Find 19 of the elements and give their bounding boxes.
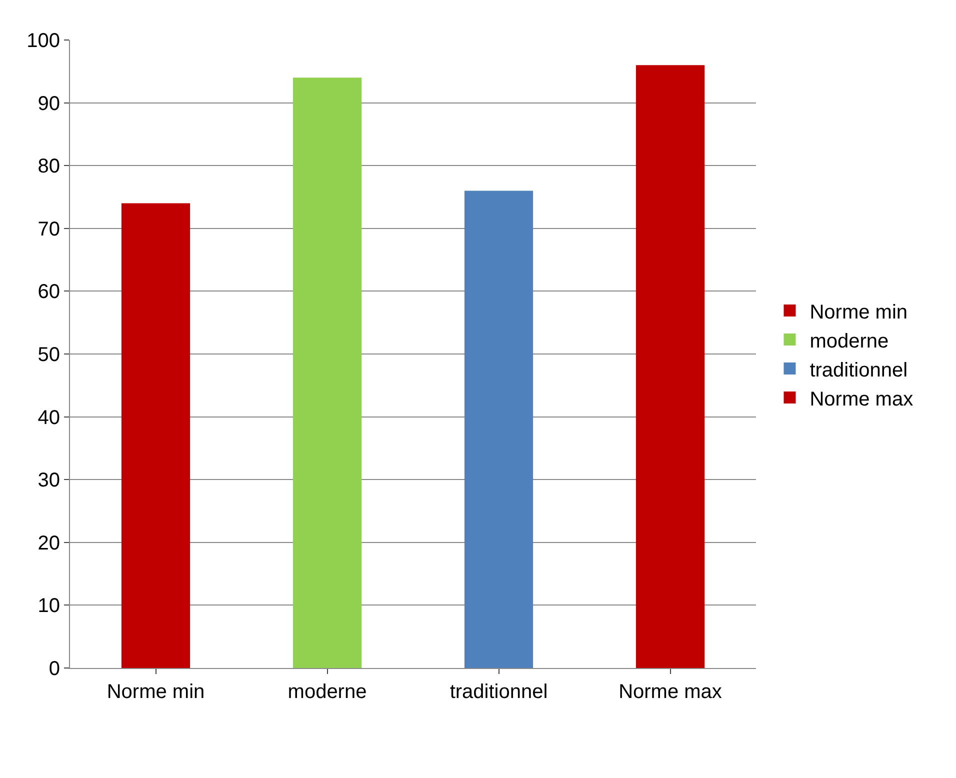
y-tick-label: 50 [38,344,60,366]
legend-label: Norme min [810,301,908,324]
y-tick-label: 80 [38,156,60,178]
x-tick-label: traditionnel [450,681,548,703]
legend-label: Norme max [810,388,914,410]
y-tick-label: 40 [38,406,60,429]
y-tick-label: 0 [48,658,60,680]
x-tick-label: Norme min [106,681,205,703]
legend-label: moderne [810,330,889,352]
y-tick-label: 70 [38,218,60,240]
y-tick-label: 90 [38,92,60,115]
legend-label: traditionnel [810,359,908,382]
x-tick-label: moderne [288,681,367,703]
y-tick-label: 10 [38,595,60,618]
y-tick-label: 100 [26,30,60,52]
y-tick-label: 60 [38,281,60,304]
y-tick-label: 30 [38,470,60,492]
y-tick-label: 20 [38,532,60,554]
x-tick-label: Norme max [618,681,722,703]
